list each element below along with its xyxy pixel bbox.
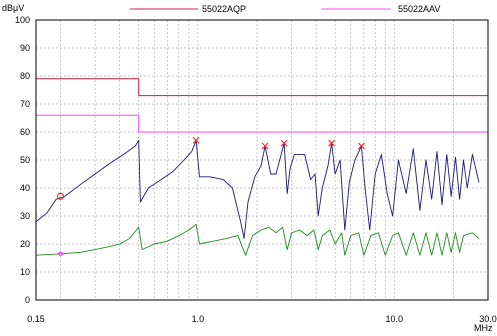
y-tick-label: 20 bbox=[20, 239, 30, 249]
peak-x-marker bbox=[192, 137, 200, 144]
y-axis-label: dBµV bbox=[2, 3, 24, 13]
x-axis-label: MHz bbox=[474, 323, 493, 333]
peak-x-marker bbox=[280, 139, 288, 147]
series-line bbox=[35, 139, 480, 239]
x-tick-label: 1.0 bbox=[192, 314, 205, 324]
peak-x-marker bbox=[261, 142, 269, 150]
peak-markers bbox=[56, 137, 365, 257]
series-line bbox=[35, 223, 480, 256]
peak-circle-marker bbox=[57, 192, 65, 200]
y-tick-label: 50 bbox=[20, 155, 30, 165]
y-tick-label: 60 bbox=[20, 127, 30, 137]
y-tick-label: 100 bbox=[15, 15, 30, 25]
y-tick-label: 0 bbox=[25, 295, 30, 305]
y-tick-label: 10 bbox=[20, 267, 30, 277]
limit-lines bbox=[36, 78, 488, 133]
y-tick-labels: 0 10 20 30 40 50 60 70 80 90 100 bbox=[15, 15, 30, 305]
x-tick-label: 30.0 bbox=[479, 314, 497, 324]
peak-diamond-marker bbox=[56, 251, 65, 257]
x-tick-label: 10.0 bbox=[386, 314, 404, 324]
peak-x-marker bbox=[328, 139, 336, 147]
y-tick-label: 30 bbox=[20, 211, 30, 221]
plot-frame bbox=[35, 19, 489, 301]
limit-line bbox=[36, 78, 488, 97]
data-series bbox=[35, 139, 480, 256]
y-tick-label: 70 bbox=[20, 99, 30, 109]
limit-line bbox=[36, 114, 488, 133]
y-tick-label: 80 bbox=[20, 71, 30, 81]
legend-label-av: 55022AAV bbox=[398, 4, 440, 14]
legend: 55022AQP 55022AAV bbox=[130, 4, 440, 14]
y-tick-label: 40 bbox=[20, 183, 30, 193]
y-tick-label: 90 bbox=[20, 43, 30, 53]
peak-x-marker bbox=[357, 142, 365, 150]
x-tick-labels: 0.15 1.0 10.0 30.0 bbox=[27, 314, 497, 324]
legend-label-qp: 55022AQP bbox=[202, 4, 246, 14]
x-tick-label: 0.15 bbox=[27, 314, 45, 324]
